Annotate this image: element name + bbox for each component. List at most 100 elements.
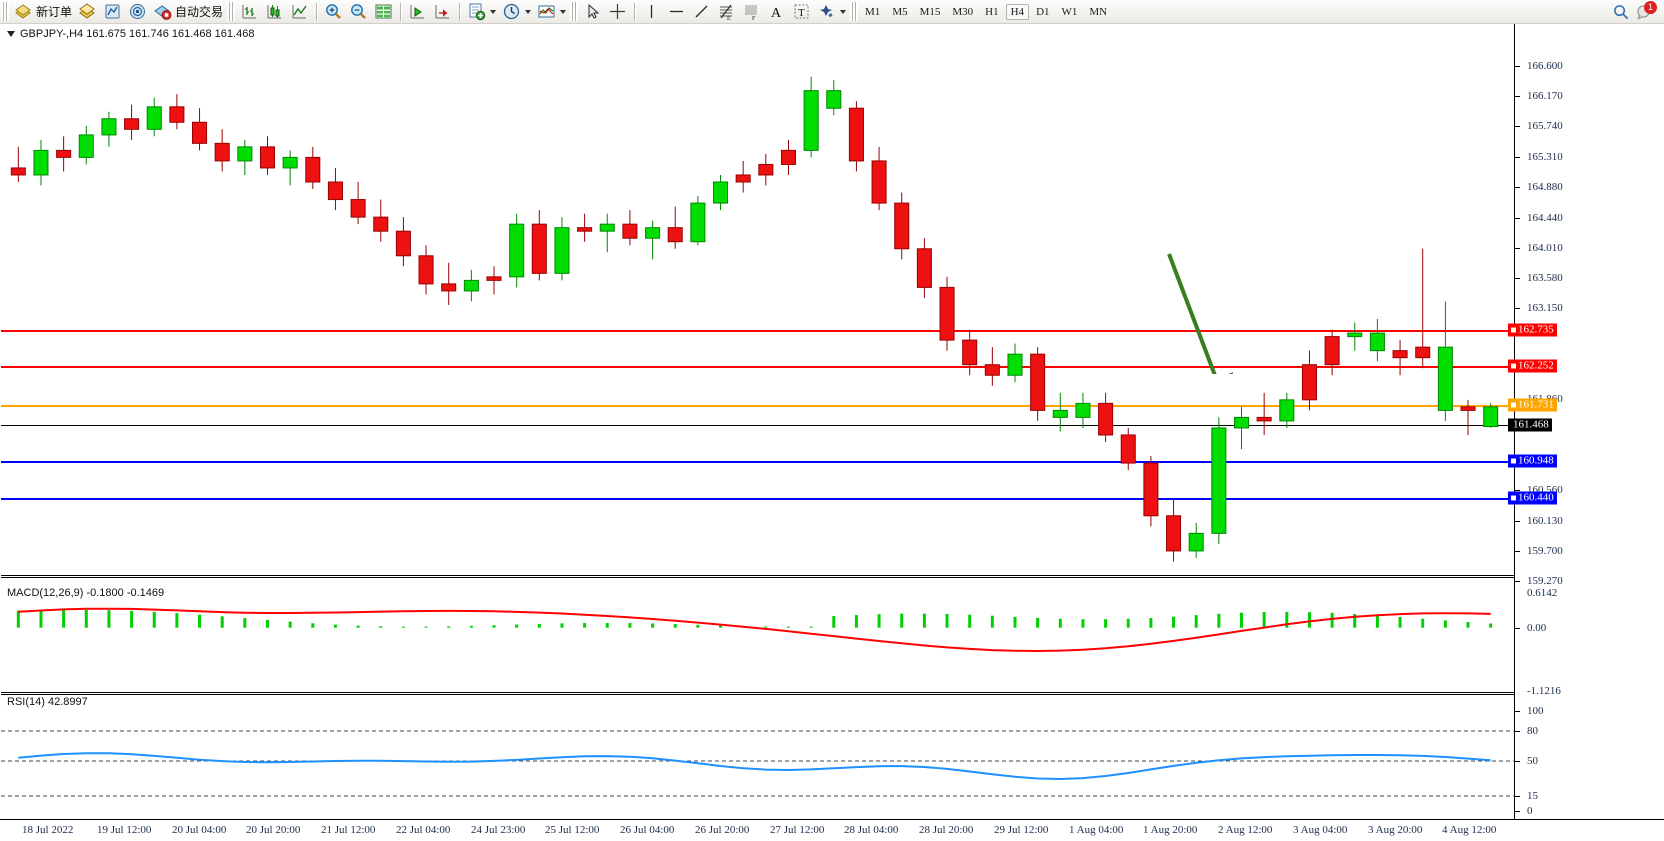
chart-shift-button[interactable]: [430, 1, 455, 22]
time-tick-label: 21 Jul 12:00: [321, 824, 376, 836]
toolbar-right-group: 1: [1612, 1, 1664, 21]
timeframe-m1[interactable]: M1: [865, 5, 881, 18]
price-tag-pivot[interactable]: 161.731: [1508, 398, 1557, 412]
rsi-tick-label: 80: [1527, 725, 1538, 737]
time-tick-label: 1 Aug 04:00: [1069, 824, 1124, 836]
down-arrow-annotation[interactable]: [1151, 244, 1291, 374]
shapes-dropdown-arrow[interactable]: [840, 9, 847, 14]
terminal-button[interactable]: [100, 1, 125, 22]
time-tick-label: 1 Aug 20:00: [1143, 824, 1198, 836]
time-tick-label: 3 Aug 04:00: [1293, 824, 1348, 836]
text-button[interactable]: A: [764, 1, 789, 22]
price-tick-mark: [1515, 248, 1520, 250]
bar-chart-button[interactable]: [237, 1, 262, 22]
level-handle[interactable]: [1510, 494, 1517, 502]
timeframe-h4[interactable]: H4: [1005, 3, 1030, 20]
fibonacci-button[interactable]: E: [714, 1, 739, 22]
crosshair-icon: [610, 4, 626, 19]
svg-text:A: A: [771, 6, 782, 21]
shapes-button[interactable]: [814, 1, 849, 22]
period-dropdown-arrow[interactable]: [525, 9, 532, 14]
indicators-dropdown-arrow[interactable]: [560, 9, 567, 14]
period-button[interactable]: [499, 1, 534, 22]
zoom-out-icon: [351, 4, 366, 19]
time-tick-label: 22 Jul 04:00: [396, 824, 451, 836]
new-order-button[interactable]: 新订单: [11, 1, 75, 22]
zoom-in-button[interactable]: [321, 1, 346, 22]
price-tick-label: 165.310: [1527, 150, 1563, 163]
rsi-label: RSI(14) 42.8997: [7, 696, 88, 708]
candlestick-button[interactable]: [262, 1, 287, 22]
chart-shift-icon: [435, 5, 450, 19]
vertical-line-button[interactable]: [639, 1, 664, 22]
chart-window: GBPJPY-,H4 161.675 161.746 161.468 161.4…: [0, 23, 1664, 841]
timeframe-d1[interactable]: D1: [1036, 5, 1050, 18]
toolbar-separator-1: [316, 2, 318, 21]
time-tick-label: 3 Aug 20:00: [1368, 824, 1423, 836]
price-tag-support-2[interactable]: 160.440: [1508, 491, 1557, 505]
price-tag-resistance-2[interactable]: 162.735: [1508, 323, 1557, 337]
zoom-out-button[interactable]: [346, 1, 371, 22]
templates-dropdown-arrow[interactable]: [490, 9, 497, 14]
timeframe-h1[interactable]: H1: [985, 5, 999, 18]
trendline-button[interactable]: [689, 1, 714, 22]
price-tick-mark: [1515, 581, 1520, 583]
chart-header-text: GBPJPY-,H4 161.675 161.746 161.468 161.4…: [20, 28, 255, 40]
time-tick-label: 28 Jul 20:00: [919, 824, 974, 836]
timeframe-m15[interactable]: M15: [919, 5, 941, 18]
timeframe-m30[interactable]: M30: [952, 5, 974, 18]
chart-collapse-icon[interactable]: [7, 31, 15, 38]
level-handle[interactable]: [1510, 326, 1517, 334]
toolbar-grip-3[interactable]: [570, 2, 579, 21]
indicators-icon: [538, 5, 555, 18]
toolbar-grip-4[interactable]: [850, 2, 859, 21]
data-window-icon: [375, 4, 392, 19]
macd-tick-label: 0.6142: [1527, 587, 1558, 599]
briefcase-button[interactable]: [75, 1, 100, 22]
time-tick-label: 19 Jul 12:00: [97, 824, 152, 836]
level-handle[interactable]: [1510, 401, 1517, 409]
auto-trading-button[interactable]: 自动交易: [150, 1, 226, 22]
timeframe-mn[interactable]: MN: [1089, 5, 1108, 18]
search-icon[interactable]: [1612, 3, 1630, 21]
data-window-button[interactable]: [371, 1, 396, 22]
price-plot-area[interactable]: GBPJPY-,H4 161.675 161.746 161.468 161.4…: [1, 24, 1514, 819]
level-line-resistance-2[interactable]: [1, 330, 1514, 332]
price-axis[interactable]: 166.600 166.170 165.740 165.310 164.880 164.4…: [1508, 24, 1664, 819]
rsi-tick-mark: [1515, 731, 1520, 732]
timeframe-m5[interactable]: M5: [892, 5, 908, 18]
fib-fan-button[interactable]: F: [739, 1, 764, 22]
templates-button[interactable]: [464, 1, 499, 22]
label-button[interactable]: T: [789, 1, 814, 22]
auto-scroll-button[interactable]: [405, 1, 430, 22]
templates-icon: [469, 3, 486, 21]
level-line-last-price[interactable]: [1, 425, 1514, 426]
time-axis[interactable]: 18 Jul 2022 19 Jul 12:00 20 Jul 04:00 20 Ju…: [0, 819, 1664, 841]
new-order-label: 新订单: [36, 5, 73, 19]
toolbar-grip-2[interactable]: [227, 2, 236, 21]
rsi-top-divider-2: [1, 694, 1514, 695]
price-tag-support-1[interactable]: 160.948: [1508, 454, 1557, 468]
rsi-tick-mark: [1515, 796, 1520, 797]
cursor-button[interactable]: [580, 1, 605, 22]
price-tick-mark: [1515, 217, 1520, 219]
new-order-icon: [15, 4, 31, 19]
price-tag-last-price[interactable]: 161.468: [1508, 418, 1552, 432]
timeframe-w1[interactable]: W1: [1061, 5, 1078, 18]
time-tick-label: 29 Jul 12:00: [994, 824, 1049, 836]
crosshair-button[interactable]: [605, 1, 630, 22]
level-handle[interactable]: [1510, 457, 1517, 465]
level-line-resistance-1[interactable]: [1, 366, 1514, 368]
signals-button[interactable]: [125, 1, 150, 22]
price-tick-mark: [1515, 490, 1520, 492]
price-tag-resistance-1[interactable]: 162.252: [1508, 359, 1557, 373]
level-line-pivot[interactable]: [1, 405, 1514, 407]
level-line-support-2[interactable]: [1, 498, 1514, 500]
toolbar-grip-1[interactable]: [1, 2, 9, 21]
horizontal-line-button[interactable]: [664, 1, 689, 22]
line-chart-button[interactable]: [287, 1, 312, 22]
level-line-support-1[interactable]: [1, 461, 1514, 463]
indicators-button[interactable]: [534, 1, 569, 22]
alert-button[interactable]: 1: [1636, 1, 1657, 21]
level-handle[interactable]: [1510, 362, 1517, 370]
